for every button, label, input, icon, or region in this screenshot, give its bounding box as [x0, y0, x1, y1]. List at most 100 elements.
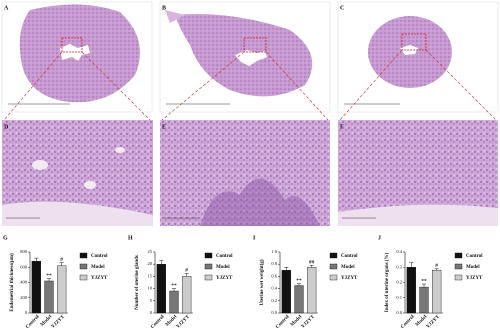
legend-swatch [79, 252, 88, 259]
legend-label: Model [91, 265, 105, 270]
significance: ** [296, 278, 302, 284]
significance: ** [421, 278, 427, 284]
legend-label: Model [341, 265, 355, 270]
error-bar [47, 278, 51, 281]
bar [307, 267, 317, 314]
legend-swatch [79, 274, 88, 281]
legend-swatch [204, 274, 213, 281]
error-bar [159, 260, 164, 265]
significance: # [435, 263, 438, 269]
bar [294, 285, 304, 314]
significance: ** [171, 283, 177, 289]
y-tick-label: 20 [148, 261, 153, 266]
zoom-lines [3, 49, 497, 121]
histology-low [1, 1, 499, 113]
x-tick-label: Control [400, 314, 416, 330]
y-axis-label: Number of uterine glands [135, 255, 140, 310]
bar [182, 276, 192, 314]
error-bar [184, 273, 189, 277]
panel-label: C [340, 5, 344, 11]
error-bar [297, 283, 301, 286]
x-tick-label: YJZYT [176, 314, 192, 330]
y-tick-label: 10 [148, 286, 153, 291]
bar [432, 270, 442, 314]
legend-label: YJZYT [466, 276, 483, 281]
panel-label: I [253, 235, 256, 241]
bar [156, 264, 166, 314]
panel-label: H [128, 235, 133, 241]
y-tick-label: 800 [20, 249, 28, 254]
y-tick-label: 0.0 [396, 310, 402, 315]
legend-label: YJZYT [216, 276, 233, 281]
legend-swatch [454, 274, 463, 281]
x-tick-label: Control [150, 314, 166, 330]
y-tick-label: 0.1 [396, 295, 402, 300]
error-bar [309, 265, 314, 268]
legend-label: Model [216, 265, 230, 270]
legend-swatch [329, 263, 338, 270]
bar [31, 260, 41, 314]
panel-label: B [162, 5, 166, 11]
legend-swatch [329, 274, 338, 281]
y-axis-label: Uterine wet weight(g) [260, 259, 265, 305]
y-tick-label: 25 [148, 249, 153, 254]
error-bar [409, 262, 414, 268]
bar [44, 280, 54, 314]
x-tick-label: YJZYT [51, 314, 67, 330]
panel-label: J [378, 235, 381, 241]
error-bar [172, 288, 176, 292]
x-tick-label: Control [25, 314, 41, 330]
error-bar [422, 283, 426, 288]
x-tick-label: YJZYT [426, 314, 442, 330]
y-axis-label: Endometrial thickness(μm) [10, 253, 15, 312]
legend-label: Control [91, 254, 108, 259]
y-tick-label: 0 [25, 310, 28, 315]
panel-label: A [4, 5, 9, 11]
error-bar [59, 262, 64, 266]
y-tick-label: 0.0 [271, 310, 277, 315]
legend-swatch [79, 263, 88, 270]
y-axis-label: Index of uterine organs (%) [385, 252, 390, 312]
legend-label: Model [466, 265, 480, 270]
x-tick-label: YJZYT [301, 314, 317, 330]
y-tick-label: 400 [20, 280, 28, 285]
y-tick-label: 0 [150, 310, 153, 315]
y-tick-label: 600 [20, 264, 28, 269]
y-tick-label: 1.0 [271, 249, 277, 254]
panel-label: D [4, 124, 9, 130]
legend-label: Control [216, 254, 233, 259]
legend-swatch [454, 252, 463, 259]
y-tick-label: 0.8 [271, 261, 277, 266]
panel-label: G [3, 235, 8, 241]
error-bar [284, 267, 289, 271]
legend-label: YJZYT [91, 276, 108, 281]
legend-label: Control [466, 254, 483, 259]
y-tick-label: 0.3 [396, 264, 402, 269]
legend-swatch [454, 263, 463, 270]
error-bar [34, 257, 39, 262]
y-tick-label: 0.4 [396, 249, 402, 254]
legend-swatch [204, 263, 213, 270]
bar [419, 286, 429, 314]
y-tick-label: 0.4 [271, 286, 277, 291]
legend-label: Control [341, 254, 358, 259]
y-tick-label: 0.2 [396, 280, 402, 285]
y-tick-label: 0.6 [271, 273, 277, 278]
histology-high [2, 120, 498, 226]
panel-label: F [340, 124, 344, 130]
significance: ## [309, 260, 315, 266]
y-tick-label: 15 [148, 273, 153, 278]
significance: ** [46, 273, 52, 279]
bar [281, 270, 291, 314]
significance: # [185, 268, 188, 274]
x-tick-label: Control [275, 314, 291, 330]
bar [169, 290, 179, 314]
significance: # [60, 257, 63, 263]
y-tick-label: 0.2 [271, 298, 277, 303]
legend-swatch [329, 252, 338, 259]
y-tick-label: 200 [20, 295, 28, 300]
legend-label: YJZYT [341, 276, 358, 281]
error-bar [434, 268, 439, 271]
bar [406, 267, 416, 314]
